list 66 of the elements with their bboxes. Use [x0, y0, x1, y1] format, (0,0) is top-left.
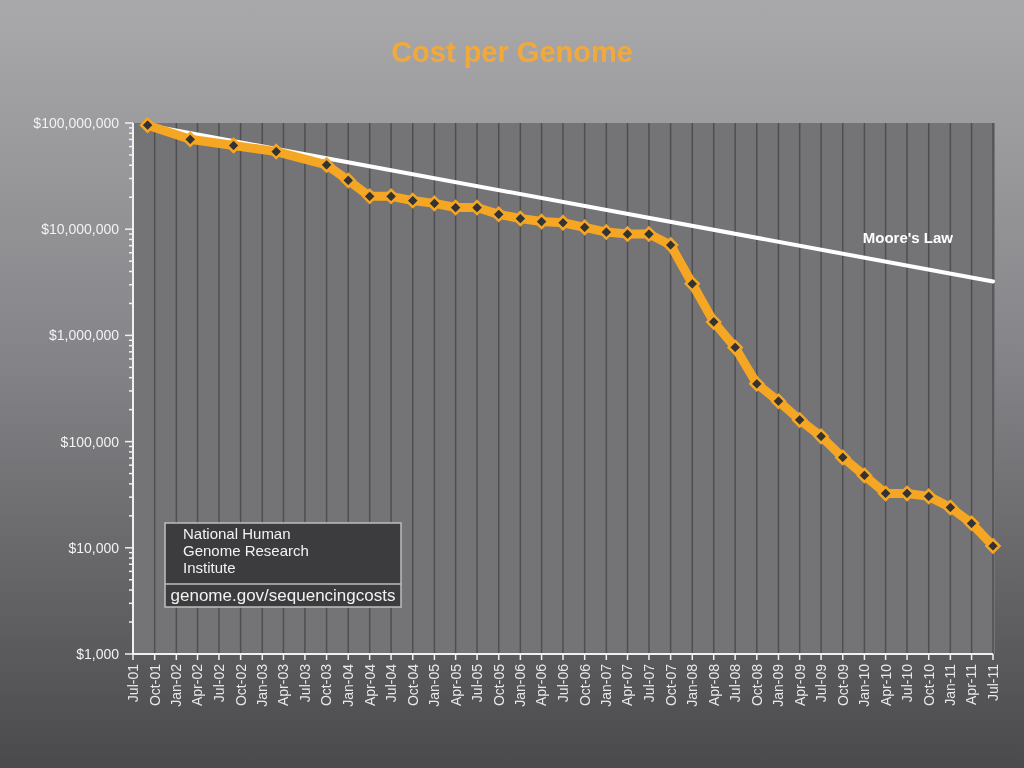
series-label: Moore's Law — [862, 229, 954, 247]
x-tick-label: Oct-08 — [748, 663, 765, 707]
y-tick-label: $100,000 — [60, 433, 120, 450]
x-tick-label: Jan-02 — [168, 663, 185, 707]
x-tick-label: Jan-09 — [770, 663, 787, 707]
x-tick-label: Jan-04 — [340, 663, 357, 707]
x-tick-label: Jul-06 — [554, 663, 571, 703]
x-tick-label: Oct-03 — [318, 663, 335, 707]
x-tick-label: Apr-08 — [705, 663, 722, 707]
point — [662, 237, 679, 253]
y-tick-label: $100,000,000 — [33, 114, 120, 131]
x-tick-label: Jul-08 — [727, 663, 744, 703]
x-tick-label: Apr-06 — [533, 663, 550, 707]
annotation: genome.gov/sequencingcosts — [170, 586, 396, 605]
point — [835, 449, 851, 466]
point — [749, 376, 765, 392]
x-tick-label: Jul-04 — [382, 663, 399, 703]
annotation: National Human Genome Research Institute — [183, 525, 309, 576]
x-tick-label: Jul-10 — [898, 663, 915, 703]
point — [705, 314, 722, 330]
x-tick-label: Jan-06 — [512, 663, 529, 707]
point — [139, 117, 156, 133]
x-tick-label: Apr-04 — [361, 663, 378, 707]
point — [942, 499, 959, 516]
x-tick-label: Oct-07 — [662, 663, 679, 707]
x-tick-label: Jan-07 — [598, 663, 615, 707]
x-tick-label: Apr-03 — [275, 663, 292, 707]
x-tick-label: Jul-05 — [468, 663, 485, 703]
x-tick-label: Oct-04 — [404, 663, 421, 707]
x-tick-label: Jul-07 — [640, 663, 657, 703]
x-tick-label: Jan-10 — [856, 663, 873, 707]
x-tick-label: Apr-07 — [619, 663, 636, 707]
x-tick-label: Oct-09 — [834, 663, 851, 707]
x-tick-label: Jul-01 — [124, 663, 141, 703]
x-tick-label: Oct-05 — [490, 663, 507, 707]
x-tick-label: Jul-09 — [812, 663, 829, 703]
x-tick-label: Apr-09 — [791, 663, 808, 707]
point — [727, 339, 743, 356]
point — [963, 515, 980, 532]
point — [813, 428, 829, 445]
x-tick-label: Jan-08 — [684, 663, 701, 707]
x-tick-label: Apr-10 — [877, 663, 894, 707]
y-tick-label: $1,000 — [76, 645, 120, 662]
x-tick-label: Jul-11 — [984, 663, 1001, 702]
point — [770, 393, 787, 409]
x-tick-label: Jan-05 — [426, 663, 443, 707]
chart-title: Cost per Genome — [391, 36, 633, 68]
point — [684, 276, 701, 292]
y-tick-label: $10,000 — [68, 539, 120, 556]
x-tick-label: Apr-02 — [189, 663, 206, 707]
y-tick-label: $1,000,000 — [48, 327, 120, 344]
point — [985, 538, 1001, 554]
point — [340, 172, 356, 189]
x-tick-label: Jan-11 — [942, 663, 959, 706]
x-tick-label: Apr-05 — [447, 663, 464, 707]
x-tick-label: Oct-06 — [576, 663, 593, 707]
point — [791, 412, 808, 428]
x-tick-label: Jan-03 — [254, 663, 271, 707]
x-tick-label: Oct-10 — [920, 663, 937, 707]
x-tick-label: Oct-01 — [146, 663, 163, 707]
point — [856, 467, 873, 484]
x-tick-label: Jul-03 — [296, 663, 313, 703]
y-tick-label: $10,000,000 — [41, 221, 120, 238]
x-tick-label: Oct-02 — [232, 663, 249, 707]
x-tick-label: Jul-02 — [210, 663, 227, 703]
x-tick-label: Apr-11 — [963, 663, 980, 705]
